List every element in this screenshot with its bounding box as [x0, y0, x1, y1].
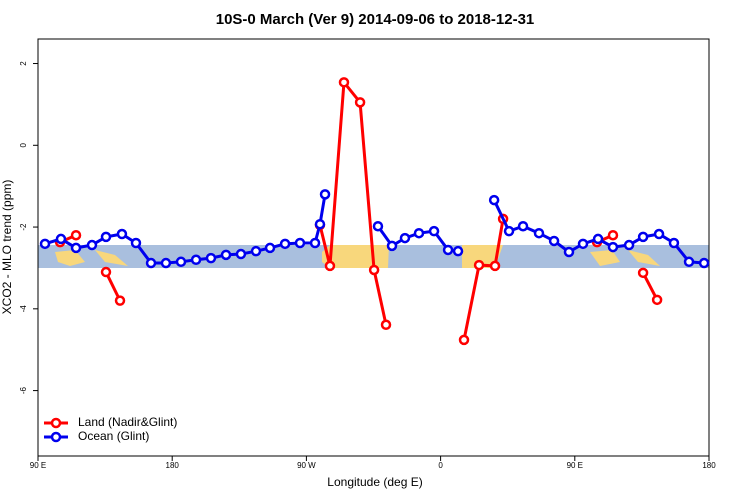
- point: [651, 294, 663, 306]
- point: [309, 237, 321, 249]
- point: [264, 242, 276, 254]
- legend-marker: [50, 431, 62, 443]
- legend-marker: [50, 417, 62, 429]
- point: [533, 227, 545, 239]
- point: [338, 77, 350, 88]
- series-line: [59, 78, 659, 341]
- point: [653, 228, 665, 240]
- point: [294, 237, 306, 249]
- point: [372, 220, 384, 232]
- x-tick-label: 90 E: [30, 461, 46, 470]
- point: [279, 238, 291, 250]
- chart-title: 10S-0 March (Ver 9) 2014-09-06 to 2018-1…: [216, 11, 535, 28]
- point: [114, 295, 126, 306]
- point: [473, 259, 485, 271]
- point: [250, 245, 262, 257]
- point: [39, 238, 51, 250]
- point: [314, 218, 326, 230]
- y-axis-label: XCO2 - MLO trend (ppm): [0, 180, 14, 315]
- point: [145, 257, 157, 269]
- y-tick-label: -4: [19, 305, 28, 313]
- legend-label: Land (Nadir&Glint): [78, 415, 177, 429]
- point: [116, 228, 128, 240]
- point: [563, 246, 575, 258]
- point: [220, 249, 232, 261]
- point: [623, 239, 635, 251]
- point: [428, 225, 440, 237]
- legend-label: Ocean (Glint): [78, 429, 149, 443]
- x-tick-label: 90 E: [567, 461, 583, 470]
- point: [607, 229, 619, 241]
- point: [668, 237, 680, 249]
- point: [160, 257, 172, 269]
- point: [70, 242, 82, 254]
- x-axis-label: Longitude (deg E): [327, 475, 422, 489]
- point: [86, 239, 98, 251]
- point: [442, 244, 454, 256]
- point: [100, 231, 112, 243]
- point: [489, 260, 501, 272]
- x-tick-label: 180: [166, 461, 180, 470]
- point: [386, 240, 398, 252]
- point: [175, 256, 187, 268]
- point: [55, 233, 67, 245]
- point: [698, 257, 710, 269]
- point: [205, 252, 217, 264]
- point: [503, 225, 515, 237]
- point: [100, 266, 112, 278]
- point: [399, 232, 411, 244]
- point: [548, 235, 560, 247]
- x-tick-label: 180: [702, 461, 716, 470]
- point: [190, 254, 202, 266]
- point: [70, 229, 82, 241]
- x-tick-label: 0: [438, 461, 443, 470]
- y-tick-label: 2: [19, 61, 28, 66]
- point: [380, 319, 392, 331]
- point: [637, 231, 649, 243]
- point: [458, 334, 470, 346]
- y-tick-label: -6: [19, 386, 28, 394]
- point: [607, 241, 619, 253]
- y-tick-label: -2: [19, 223, 28, 231]
- point: [488, 194, 500, 206]
- point: [413, 227, 425, 239]
- y-tick-label: 0: [19, 143, 28, 148]
- point: [368, 264, 380, 276]
- point: [130, 237, 142, 249]
- point: [235, 248, 247, 260]
- point: [577, 238, 589, 250]
- x-tick-label: 90 W: [297, 461, 316, 470]
- plot-frame: [37, 38, 710, 457]
- point: [517, 220, 529, 232]
- point: [683, 256, 695, 268]
- point: [452, 245, 464, 257]
- point: [319, 189, 331, 200]
- point: [637, 267, 649, 279]
- point: [354, 97, 366, 108]
- point: [324, 260, 336, 272]
- point: [592, 233, 604, 245]
